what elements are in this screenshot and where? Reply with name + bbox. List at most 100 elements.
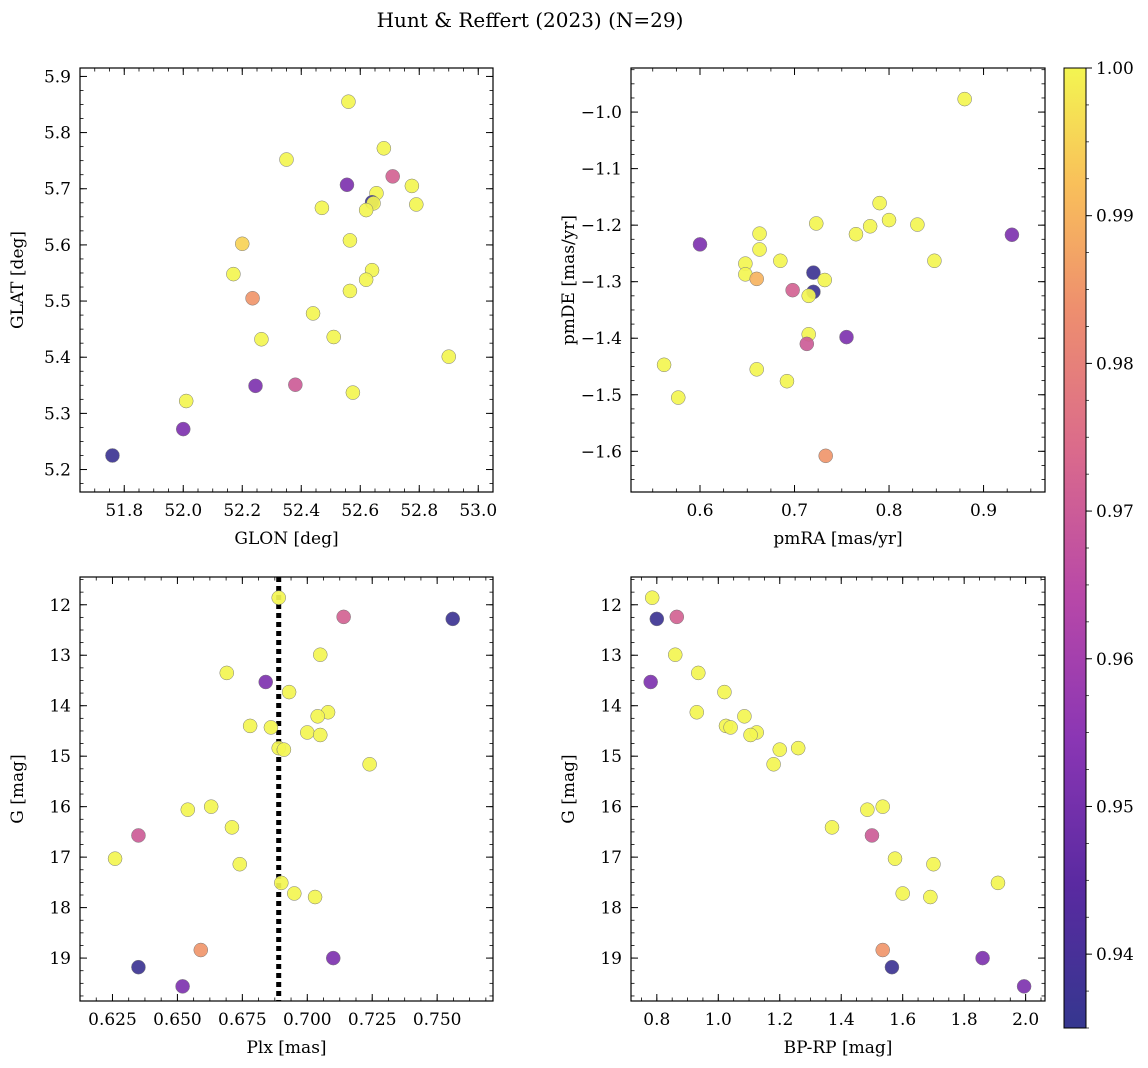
scatter-point [895,886,910,901]
x-tick-label: 52.4 [282,501,320,521]
scatter-point [717,684,732,700]
scatter-point [799,336,815,352]
scatter-point [749,362,764,377]
scatter-point [975,950,990,966]
scatter-point [779,373,795,389]
scatter-point [313,647,328,662]
scatter-point [839,329,854,345]
scatter-point [336,609,351,625]
scatter-point [875,799,890,814]
plot-frame [630,67,1046,493]
colorbar: 0.94 0.95 0.96 0.97 0.98 0.99 1.00 [1063,59,1134,1029]
scatter-point [790,740,806,756]
x-tick-label: 2.0 [1012,1010,1039,1030]
colorbar-tick-label: 0.99 [1096,207,1134,227]
scatter-point [644,590,660,605]
y-tick-label: −1.0 [581,103,622,123]
x-tick-label: 0.650 [153,1010,202,1030]
y-tick-label: 5.4 [44,348,71,368]
y-tick-label: −1.2 [581,216,622,236]
scatter-point [376,141,392,156]
colorbar-tick-label: 0.97 [1096,502,1134,522]
scatter-point [310,709,325,724]
scatter-point [178,393,194,409]
x-tick-label: 52.2 [223,501,261,521]
y-tick-label: 15 [49,747,71,767]
y-tick-label: 19 [600,949,622,969]
y-tick-label: 14 [600,697,622,717]
y-axis-label: GLAT [deg] [8,231,28,329]
y-tick-label: 18 [49,899,71,919]
scatter-point [175,979,190,994]
y-axis-label: G [mag] [8,754,28,823]
scatter-point [254,331,269,347]
scatter-point [723,720,738,735]
scatter-point [752,226,767,241]
scatter-point [692,237,708,252]
x-tick-label: 51.8 [105,501,143,521]
y-tick-label: 5.8 [44,124,71,144]
x-axis-label: Plx [mas] [246,1038,326,1058]
scatter-point [203,799,219,814]
scatter-point [263,720,279,735]
scatter-point [752,242,767,257]
scatter-point [242,718,258,734]
scatter-point [339,177,355,193]
y-tick-label: 5.3 [44,404,71,424]
scatter-point [1016,979,1032,994]
colorbar-ticks: 0.94 0.95 0.96 0.97 0.98 0.99 1.00 [1086,59,1134,1029]
x-tick-label: 0.750 [413,1010,462,1030]
y-tick-label: 17 [600,848,622,868]
scatter-panel-pmra-pmde: 0.6 0.7 0.8 0.9 −1.6 −1.5 −1.4 −1.3 −1.2 −1.1 −1.0… [559,67,1046,549]
scatter-point [862,219,878,234]
scatter-point [801,288,816,304]
y-tick-label: 12 [600,596,622,616]
scatter-point [404,178,420,194]
scatter-point [107,851,123,866]
scatter-point [772,742,788,757]
scatter-point [441,349,456,364]
scatter-point [300,725,315,740]
scatter-point [926,856,941,872]
y-tick-label: 5.5 [44,292,71,312]
y-tick-label: 18 [600,899,622,919]
scatter-point [314,200,330,216]
scatter-point [385,169,400,184]
y-tick-label: 12 [49,596,71,616]
scatter-point [671,390,686,405]
y-tick-label: 16 [49,798,71,818]
scatter-point [884,959,900,975]
y-tick-label: 5.2 [44,461,71,481]
y-tick-label: 5.9 [44,67,71,87]
x-tick-label: 0.675 [218,1010,267,1030]
scatter-point [887,851,903,866]
scatter-point [281,684,297,700]
x-axis-label: pmRA [mas/yr] [773,529,902,549]
scatter-point [180,802,196,817]
scatter-point [307,889,323,905]
scatter-point [305,306,321,321]
y-tick-label: 17 [49,848,71,868]
x-tick-label: 52.8 [400,501,438,521]
scatter-point [445,611,460,627]
x-tick-label: 0.8 [643,1010,670,1030]
y-tick-label: 16 [600,798,622,818]
scatter-point [279,152,294,167]
x-tick-label: 53.0 [459,501,497,521]
scatter-point [287,886,302,901]
x-tick-label: 0.700 [283,1010,332,1030]
scatter-point [749,271,764,287]
scatter-point [923,889,938,905]
scatter-point [224,820,240,835]
x-tick-label: 1.2 [766,1010,793,1030]
scatter-point [271,590,286,605]
scatter-point [806,265,821,280]
y-tick-label: 13 [600,646,622,666]
x-tick-label: 0.625 [88,1010,137,1030]
scatter-point [248,378,263,394]
scatter-point [990,875,1006,891]
scatter-point [245,291,260,306]
scatter-point [957,91,972,107]
scatter-point [193,942,209,958]
